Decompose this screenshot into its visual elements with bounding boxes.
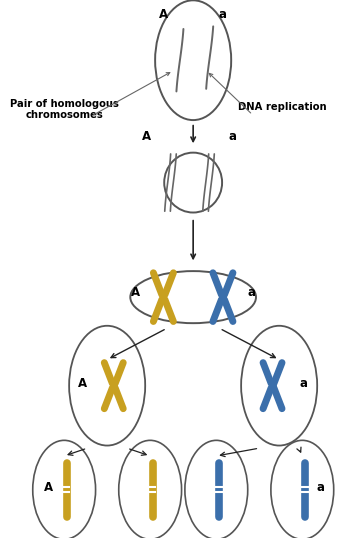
Text: a: a <box>316 480 324 494</box>
Text: A: A <box>131 286 140 300</box>
Text: A: A <box>142 130 152 143</box>
Text: DNA replication: DNA replication <box>238 102 327 112</box>
Text: Pair of homologous
chromosomes: Pair of homologous chromosomes <box>10 99 119 121</box>
Circle shape <box>33 440 96 538</box>
Circle shape <box>119 440 182 538</box>
Circle shape <box>271 440 334 538</box>
Text: A: A <box>78 377 87 390</box>
Text: a: a <box>229 130 237 143</box>
Text: a: a <box>219 9 227 22</box>
Circle shape <box>69 326 145 445</box>
Text: a: a <box>247 286 255 300</box>
Circle shape <box>185 440 248 538</box>
Text: a: a <box>300 377 308 390</box>
Circle shape <box>155 1 231 120</box>
Text: A: A <box>159 9 168 22</box>
Ellipse shape <box>130 271 256 323</box>
Ellipse shape <box>164 153 222 213</box>
Text: A: A <box>44 480 53 494</box>
Circle shape <box>241 326 317 445</box>
